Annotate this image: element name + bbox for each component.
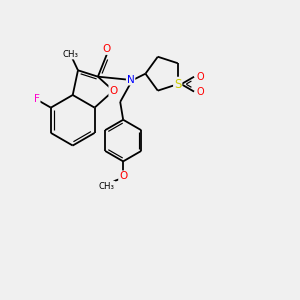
Text: O: O <box>109 86 118 96</box>
Text: F: F <box>34 94 40 104</box>
Text: O: O <box>119 171 127 181</box>
Text: O: O <box>196 72 204 82</box>
Text: N: N <box>127 75 134 85</box>
Text: S: S <box>174 78 182 91</box>
Text: O: O <box>103 44 111 54</box>
Text: CH₃: CH₃ <box>62 50 78 59</box>
Text: CH₃: CH₃ <box>99 182 115 190</box>
Text: O: O <box>196 87 204 97</box>
